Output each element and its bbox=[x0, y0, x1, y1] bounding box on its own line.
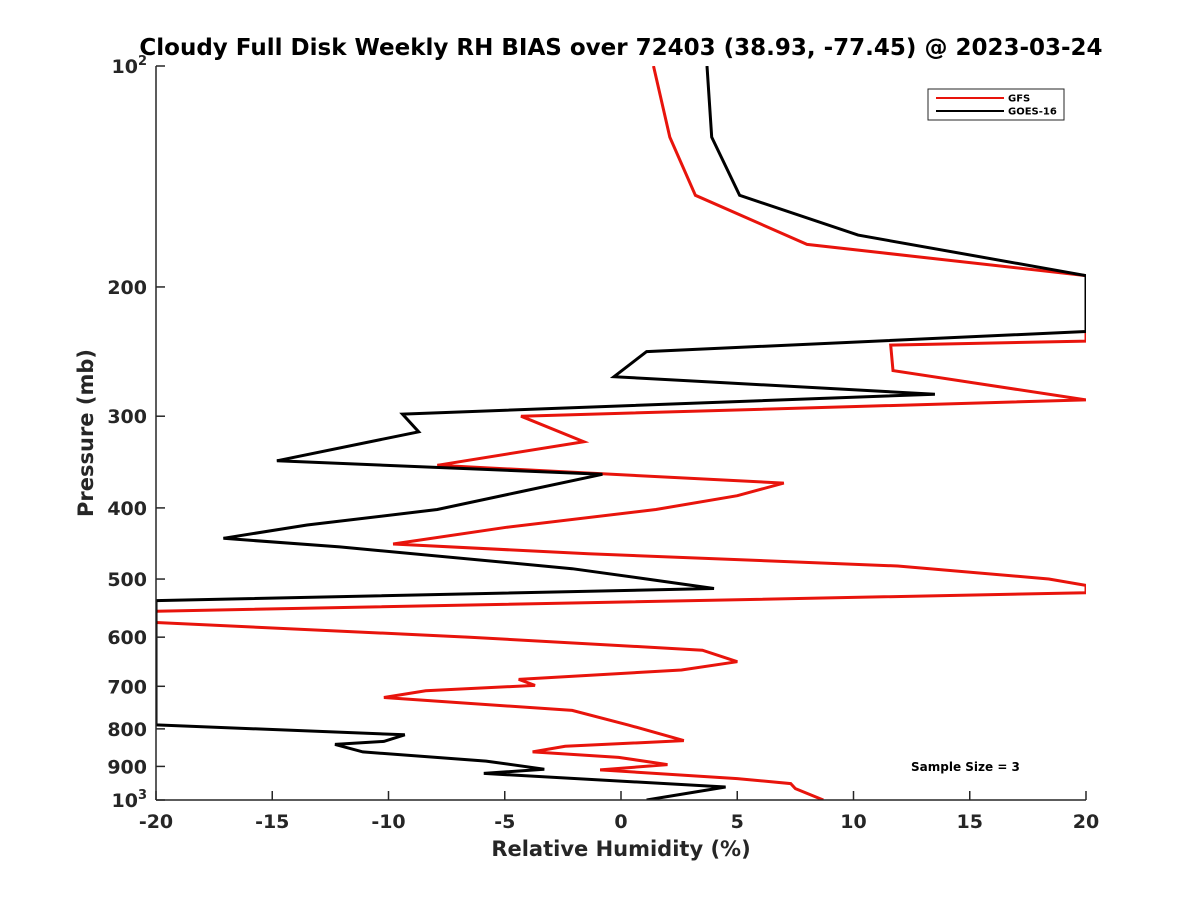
sample-size-annotation: Sample Size = 3 bbox=[911, 760, 1020, 774]
y-tick-label: 900 bbox=[107, 756, 147, 778]
y-tick-label: 700 bbox=[107, 676, 147, 698]
y-tick-label: 200 bbox=[107, 277, 147, 299]
y-tick-label: 102 bbox=[112, 54, 148, 78]
x-tick-label: 10 bbox=[840, 811, 866, 833]
x-tick-label: -20 bbox=[139, 811, 173, 833]
y-tick-label: 800 bbox=[107, 719, 147, 741]
x-tick-label: 5 bbox=[731, 811, 744, 833]
x-ticks: -20 -15 -10 -5 0 5 10 15 20 bbox=[139, 791, 1099, 833]
legend-label-goes-16: GOES-16 bbox=[1008, 107, 1057, 118]
x-tick-label: 0 bbox=[614, 811, 627, 833]
y-tick-label: 400 bbox=[107, 498, 147, 520]
series-layer bbox=[156, 66, 1086, 800]
x-tick-label: -15 bbox=[255, 811, 289, 833]
x-tick-label: -10 bbox=[371, 811, 405, 833]
legend: GFS GOES-16 bbox=[927, 88, 1065, 121]
y-axis-label: Pressure (mb) bbox=[74, 349, 98, 517]
x-tick-label: 20 bbox=[1073, 811, 1099, 833]
y-tick-label: 103 bbox=[112, 788, 148, 812]
y-tick-label: 300 bbox=[107, 406, 147, 428]
axes bbox=[155, 66, 1086, 801]
series-line-gfs bbox=[156, 66, 1086, 800]
x-tick-label: -5 bbox=[494, 811, 515, 833]
y-tick-label: 500 bbox=[107, 569, 147, 591]
y-ticks: 102 200 300 400 500 600 700 800 900 103 bbox=[107, 54, 165, 812]
x-tick-label: 15 bbox=[957, 811, 983, 833]
series-line-goes-16 bbox=[156, 66, 1086, 800]
legend-label-gfs: GFS bbox=[1008, 94, 1030, 105]
x-axis-label: Relative Humidity (%) bbox=[491, 837, 750, 861]
chart-title: Cloudy Full Disk Weekly RH BIAS over 724… bbox=[139, 35, 1102, 61]
y-tick-label: 600 bbox=[107, 627, 147, 649]
legend-box bbox=[927, 88, 1065, 121]
